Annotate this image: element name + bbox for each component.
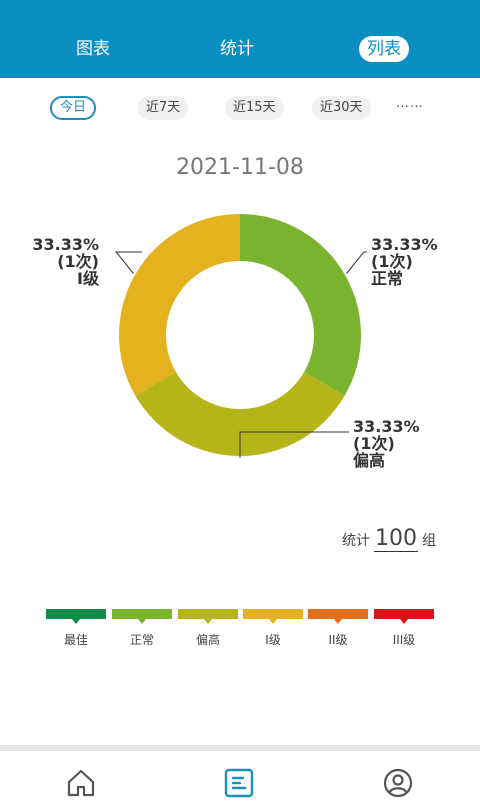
donut-slice-normal: [240, 214, 361, 396]
legend-swatch: [178, 609, 238, 624]
legend-level-3: III级: [374, 609, 434, 648]
selected-date: 2021-11-08: [176, 155, 304, 180]
legend-level-2: II级: [308, 609, 368, 648]
date-filter-row: 今日 近7天 近15天 近30天: [0, 96, 480, 122]
slice-name: 正常: [371, 269, 404, 288]
legend-level-1: I级: [243, 609, 303, 648]
tab-statistics[interactable]: 统计: [220, 39, 254, 59]
filter-7-days[interactable]: 近7天: [138, 96, 189, 120]
slice-count: (1次): [371, 252, 413, 271]
legend-label: 正常: [129, 633, 154, 647]
list-icon[interactable]: [223, 767, 255, 799]
legend-best: 最佳: [46, 609, 106, 648]
bottom-nav: [0, 745, 480, 806]
slice-percent: 33.33%: [371, 235, 438, 254]
legend-label: I级: [265, 633, 281, 647]
leader-line: [346, 251, 367, 274]
slice-label-level-1: 33.33% (1次) I级: [32, 236, 99, 287]
filter-more[interactable]: ……: [396, 96, 424, 111]
slice-label-high: 33.33% (1次) 偏高: [353, 418, 420, 469]
user-icon[interactable]: [382, 767, 414, 799]
tab-list[interactable]: 列表: [359, 36, 409, 62]
legend-label: III级: [392, 633, 416, 647]
donut-chart: [115, 214, 367, 458]
legend-normal: 正常: [112, 609, 172, 648]
filter-today[interactable]: 今日: [50, 96, 97, 120]
stat-summary: 统计 100 组: [342, 526, 436, 552]
slice-label-normal: 33.33% (1次) 正常: [371, 236, 438, 287]
stat-count: 100: [374, 526, 418, 552]
legend-label: 最佳: [63, 633, 88, 647]
slice-count: (1次): [57, 252, 99, 271]
legend-swatch: [374, 609, 434, 624]
tab-chart[interactable]: 图表: [76, 39, 110, 59]
stat-prefix: 统计: [342, 533, 370, 549]
leader-line: [115, 251, 142, 274]
legend-swatch: [243, 609, 303, 624]
donut-slice-high: [135, 372, 345, 456]
legend-swatch: [112, 609, 172, 624]
slice-name: 偏高: [353, 451, 386, 470]
legend-label: 偏高: [195, 633, 220, 647]
slice-name: I级: [77, 269, 99, 288]
legend-label: II级: [328, 633, 348, 647]
filter-30-days[interactable]: 近30天: [312, 96, 371, 120]
legend-swatch: [46, 609, 106, 624]
slice-percent: 33.33%: [32, 235, 99, 254]
leader-line: [239, 431, 349, 458]
legend-swatch: [308, 609, 368, 624]
stat-suffix: 组: [422, 533, 436, 549]
legend-high: 偏高: [178, 609, 238, 648]
top-bar: 图表 统计 列表: [0, 0, 480, 78]
slice-count: (1次): [353, 434, 395, 453]
slice-percent: 33.33%: [353, 417, 420, 436]
filter-15-days[interactable]: 近15天: [225, 96, 284, 120]
home-icon[interactable]: [65, 767, 97, 799]
level-legend: 最佳 正常 偏高 I级 II级 III级: [46, 609, 436, 669]
donut-slice-level-1: [118, 214, 240, 396]
